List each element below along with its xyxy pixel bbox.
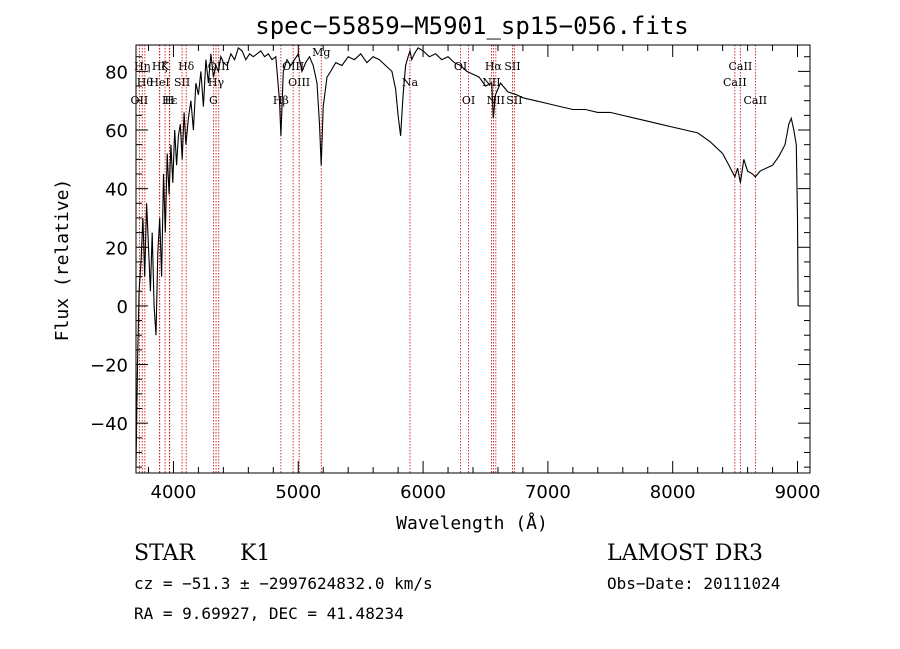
spectral-line-label: CaII (743, 94, 767, 107)
spectral-line-label: Hδ (178, 60, 195, 73)
spectral-line-label: G (209, 94, 218, 107)
spectral-line-label: NII (487, 94, 505, 107)
y-tick-label: 60 (105, 121, 128, 142)
spectral-line-label: Na (402, 76, 419, 89)
spectral-line-label: SII (504, 60, 520, 73)
spectral-line-label: OI (454, 60, 467, 73)
spectral-line-label: Hζ (152, 60, 168, 73)
y-axis-label: Flux (relative) (52, 179, 73, 342)
x-axis-ticks: 4000 5000 6000 7000 8000 9000 (147, 45, 821, 503)
spectral-line-label: OIII (282, 60, 304, 73)
y-tick-label: 0 (117, 297, 128, 318)
x-tick-label: 7000 (525, 482, 571, 503)
object-subclass: K1 (240, 541, 270, 566)
spectral-line-label: Hγ (208, 76, 225, 89)
spectral-line-label: OIII (288, 76, 310, 89)
spectral-line-label: Hα (485, 60, 503, 73)
y-tick-label: 20 (105, 238, 128, 259)
spectral-line-label: Hβ (273, 94, 289, 107)
y-axis-ticks: −40 −20 0 20 40 60 80 (90, 56, 810, 468)
spectral-line-label: OI (462, 94, 475, 107)
survey-name: LAMOST DR3 (607, 541, 763, 566)
x-tick-label: 4000 (151, 482, 197, 503)
observation-date: Obs−Date: 20111024 (607, 574, 780, 593)
spectral-line-label: SII (506, 94, 522, 107)
x-axis-label: Wavelength (Å) (396, 512, 548, 534)
x-tick-label: 5000 (275, 482, 321, 503)
coordinates: RA = 9.69927, DEC = 41.48234 (134, 604, 404, 623)
spectral-line-label: Mg (312, 46, 330, 59)
spectral-line-label: H (165, 94, 175, 107)
flux-series-line (135, 46, 799, 468)
spectral-line-markers (138, 45, 756, 473)
spectral-line-label: SII (174, 76, 190, 89)
object-class: STAR (134, 541, 196, 566)
spectral-line-label: CaII (723, 76, 747, 89)
spectral-line-label: K (161, 60, 170, 73)
x-tick-label: 8000 (650, 482, 696, 503)
y-tick-label: 80 (105, 62, 128, 83)
spectral-line-label: Hε (162, 94, 178, 107)
redshift-value: cz = −51.3 ± −2997624832.0 km/s (134, 574, 433, 593)
plot-frame (135, 44, 811, 474)
y-tick-label: 40 (105, 180, 128, 201)
spectral-line-labels: OIIHηHθHeIHζKHHεSIIHδGHγOIIIHβOIIIOIIIMg… (131, 46, 768, 107)
y-tick-label: −40 (90, 414, 128, 435)
spectral-line-label: Hη (134, 60, 150, 73)
x-tick-label: 9000 (775, 482, 821, 503)
spectral-line-label: CaII (729, 60, 753, 73)
chart-title: spec−55859−M5901_sp15−056.fits (255, 12, 688, 40)
spectral-line-label: HeI (149, 76, 169, 89)
y-tick-label: −20 (90, 356, 128, 377)
x-tick-label: 6000 (400, 482, 446, 503)
